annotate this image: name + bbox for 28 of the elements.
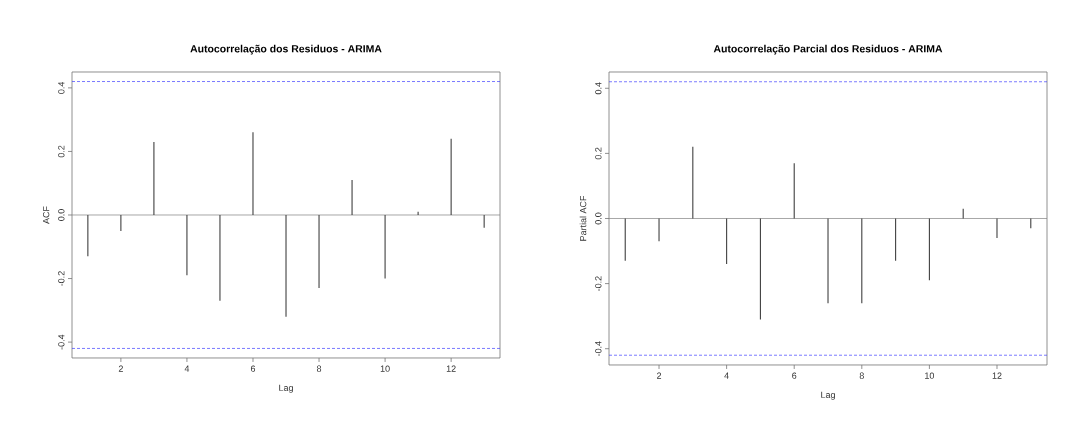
x-tick-label: 10 (380, 365, 390, 372)
chart-title: Autocorrelação Parcial dos Residuos - ARIMA (713, 44, 943, 55)
x-axis-title: Lag (279, 384, 293, 393)
x-tick-label: 10 (925, 372, 935, 379)
y-tick-label: 0.4 (58, 81, 65, 94)
chart-title: Autocorrelação dos Residuos - ARIMA (190, 44, 382, 55)
x-tick-label: 2 (656, 372, 662, 379)
y-axis-title: Partial ACF (579, 195, 587, 241)
y-tick-label: 0.2 (595, 147, 602, 160)
y-tick-label: -0.4 (595, 341, 602, 357)
x-tick-label: 8 (316, 365, 322, 372)
y-tick-label: 0.2 (58, 145, 65, 158)
y-tick-label: 0.4 (595, 82, 602, 95)
y-tick-label: 0.0 (58, 209, 65, 221)
y-tick-label: -0.4 (58, 334, 65, 350)
x-tick-label: 2 (118, 365, 123, 372)
x-tick-label: 12 (446, 365, 456, 372)
y-tick-label: 0.0 (595, 212, 602, 225)
x-tick-label: 6 (250, 365, 256, 372)
x-tick-label: 8 (859, 372, 864, 379)
x-axis-title: Lag (821, 391, 835, 400)
x-tick-label: 4 (724, 372, 729, 379)
x-tick-label: 4 (184, 365, 190, 372)
x-tick-label: 6 (792, 372, 797, 379)
x-tick-label: 12 (992, 372, 1002, 379)
y-tick-label: -0.2 (595, 276, 602, 291)
y-axis-title: ACF (42, 206, 50, 224)
y-tick-label: -0.2 (58, 271, 65, 286)
